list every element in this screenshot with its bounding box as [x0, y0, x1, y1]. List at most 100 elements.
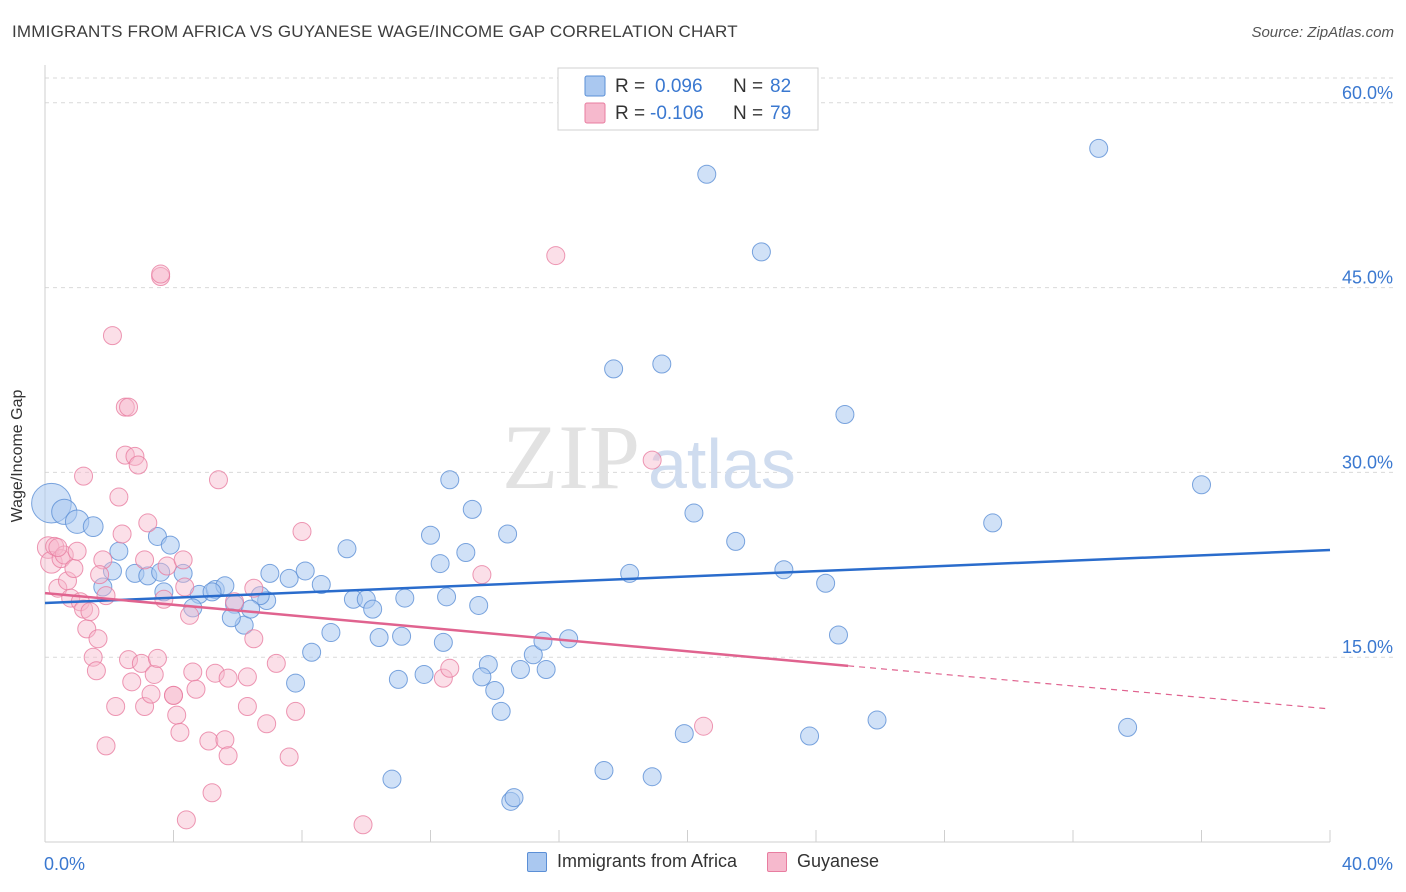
data-point-pink	[96, 736, 116, 756]
data-point-blue	[697, 164, 717, 184]
data-point-pink	[694, 716, 714, 736]
data-point-pink	[167, 705, 187, 725]
data-point-blue	[382, 769, 402, 789]
data-point-blue	[241, 599, 261, 619]
legend-n-label-2: N =	[733, 103, 763, 124]
data-point-blue	[369, 627, 389, 647]
data-point-blue	[286, 673, 306, 693]
data-point-blue	[774, 560, 794, 580]
data-point-pink	[135, 696, 155, 716]
data-point-pink	[112, 524, 132, 544]
data-point-pink	[54, 545, 74, 565]
data-point-blue	[642, 767, 662, 787]
data-point-pink	[93, 550, 113, 570]
data-point-blue	[469, 595, 489, 615]
data-point-pink	[186, 679, 206, 699]
data-point-blue	[510, 660, 530, 680]
data-point-blue	[751, 242, 771, 262]
data-point-blue	[1192, 475, 1211, 495]
data-point-blue	[456, 542, 476, 562]
data-point-blue	[491, 701, 511, 721]
data-point-blue	[1089, 138, 1109, 158]
source-label: Source: ZipAtlas.com	[1251, 24, 1394, 41]
data-point-blue	[279, 568, 299, 588]
data-point-blue	[462, 499, 482, 519]
data-point-blue	[652, 354, 672, 374]
legend-swatch-blue	[584, 75, 606, 97]
legend-swatch-africa	[526, 851, 547, 872]
data-point-pink	[286, 701, 306, 721]
data-point-pink	[257, 714, 277, 734]
data-point-pink	[170, 722, 190, 742]
watermark: ZIP atlas	[502, 406, 796, 508]
data-point-pink	[144, 664, 164, 684]
trend-line-blue	[44, 548, 1331, 605]
data-point-blue	[536, 660, 556, 680]
data-point-blue	[388, 669, 408, 689]
legend-box: R = 0.096 N = 82 R = -0.106 N = 79	[557, 67, 819, 131]
data-point-pink	[119, 397, 139, 417]
data-point-blue	[302, 642, 322, 662]
trend-line-extension-pink	[848, 665, 1331, 710]
legend-r-label-1: R =	[615, 76, 645, 97]
data-point-pink	[642, 450, 662, 470]
data-point-pink	[135, 550, 155, 570]
data-point-blue	[440, 470, 460, 490]
data-point-blue	[437, 587, 457, 607]
data-point-pink	[215, 730, 235, 750]
x-tick-label: 40.0%	[1342, 854, 1393, 874]
data-point-blue	[295, 561, 315, 581]
legend-n-value-2: 79	[770, 103, 791, 124]
data-point-pink	[244, 578, 264, 598]
data-point-pink	[147, 648, 167, 668]
data-point-pink	[176, 810, 196, 830]
data-point-blue	[523, 645, 543, 665]
data-point-blue	[430, 554, 450, 574]
y-tick-label: 15.0%	[1342, 637, 1393, 657]
y-tick-label: 45.0%	[1342, 268, 1393, 288]
data-point-blue	[816, 573, 836, 593]
data-point-pink	[237, 667, 257, 687]
data-point-blue	[102, 561, 122, 581]
data-point-pink	[141, 684, 161, 704]
data-point-pink	[173, 550, 193, 570]
data-point-pink	[64, 558, 84, 578]
data-point-blue	[472, 667, 492, 687]
data-point-pink	[180, 605, 200, 625]
data-point-blue	[337, 539, 357, 559]
legend-r-label-2: R =	[615, 103, 645, 124]
data-point-blue	[684, 503, 704, 523]
data-point-pink	[292, 522, 312, 542]
legend-r-value-2: -0.106	[650, 103, 704, 124]
data-point-blue	[202, 582, 222, 602]
y-tick-label: 30.0%	[1342, 452, 1393, 472]
trend-line-pink	[44, 591, 849, 668]
data-point-blue	[533, 631, 553, 651]
data-point-pink	[183, 662, 203, 682]
legend-label-africa: Immigrants from Africa	[556, 851, 737, 871]
data-point-blue	[414, 664, 434, 684]
data-point-blue	[674, 724, 694, 744]
y-tick-label: 60.0%	[1342, 83, 1393, 103]
data-point-blue	[828, 625, 848, 645]
axis-layer: 15.0% 30.0% 45.0% 60.0% 0.0% 40.0%	[44, 65, 1393, 874]
data-point-blue	[321, 623, 341, 643]
data-point-blue	[395, 588, 415, 608]
legend-item-guyanese[interactable]: Guyanese	[766, 851, 879, 872]
data-point-pink	[102, 326, 122, 346]
data-point-blue	[726, 531, 746, 551]
data-point-pink	[199, 731, 219, 751]
legend-item-africa[interactable]: Immigrants from Africa	[526, 851, 737, 872]
data-point-blue	[983, 513, 1003, 533]
data-point-pink	[67, 541, 87, 561]
data-point-pink	[80, 602, 100, 622]
legend-n-label-1: N =	[733, 76, 763, 97]
data-point-pink	[546, 246, 566, 266]
grid-layer	[45, 77, 1395, 658]
legend-swatch-guyanese	[766, 851, 787, 872]
data-point-blue	[109, 541, 129, 561]
data-point-blue	[421, 525, 440, 545]
data-point-blue	[604, 359, 624, 379]
data-point-pink	[164, 685, 183, 705]
